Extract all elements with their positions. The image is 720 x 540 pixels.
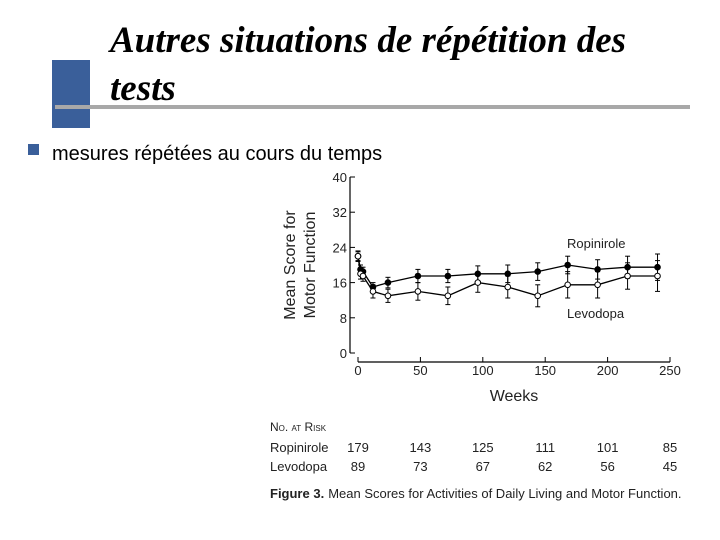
risk-count: 67 [476, 459, 490, 474]
risk-count: 101 [597, 440, 619, 455]
x-tick-label: 250 [659, 363, 681, 378]
risk-count: 89 [351, 459, 365, 474]
bullet-text: mesures répétées au cours du temps [52, 143, 382, 165]
marker [414, 272, 422, 280]
y-axis-label: Motor Function [302, 212, 319, 319]
marker [414, 288, 422, 295]
y-tick-label: 32 [333, 205, 347, 220]
marker [444, 292, 452, 300]
x-axis-label: Weeks [490, 388, 539, 405]
slide-title: tests [110, 68, 176, 109]
series-label: Levodopa [567, 306, 625, 321]
caption-text: Mean Scores for Activities of Daily Livi… [328, 486, 681, 501]
marker [474, 279, 482, 286]
risk-count: 111 [535, 440, 555, 455]
marker [564, 261, 571, 269]
risk-row-name: Levodopa [270, 459, 328, 474]
x-tick-label: 50 [413, 363, 427, 378]
marker [654, 272, 661, 280]
y-tick-label: 40 [333, 170, 347, 185]
y-tick-label: 16 [333, 276, 347, 291]
risk-count: 56 [600, 459, 614, 474]
risk-count: 73 [413, 459, 427, 474]
y-tick-label: 24 [333, 240, 347, 255]
marker [594, 281, 601, 289]
y-tick-label: 8 [340, 311, 347, 326]
risk-count: 85 [663, 440, 677, 455]
risk-title: No. at Risk [270, 420, 327, 434]
title-rule [55, 105, 690, 109]
marker [369, 288, 377, 295]
x-tick-label: 200 [597, 363, 619, 378]
marker [624, 272, 631, 280]
marker [564, 281, 571, 289]
figure-caption: Figure 3. Mean Scores for Activities of D… [270, 486, 682, 501]
marker [384, 279, 392, 286]
risk-row-name: Ropinirole [270, 440, 329, 455]
risk-count: 62 [538, 459, 552, 474]
title-block [52, 60, 90, 128]
risk-count: 125 [472, 440, 494, 455]
slide-title: Autres situations de répétition des [108, 20, 626, 61]
x-tick-label: 100 [472, 363, 494, 378]
series-label: Ropinirole [567, 236, 626, 251]
risk-count: 179 [347, 440, 369, 455]
risk-count: 143 [410, 440, 432, 455]
y-axis-label: Mean Score for [282, 210, 299, 320]
bullet-icon [28, 144, 39, 155]
marker [359, 272, 367, 280]
marker [354, 252, 362, 260]
marker [534, 292, 542, 300]
marker [534, 268, 542, 275]
caption-label: Figure 3. [270, 486, 324, 501]
marker [504, 283, 512, 291]
y-tick-label: 0 [340, 346, 347, 361]
risk-count: 45 [663, 459, 677, 474]
x-tick-label: 150 [534, 363, 556, 378]
marker [444, 272, 452, 280]
x-tick-label: 0 [354, 363, 361, 378]
marker [384, 292, 392, 300]
